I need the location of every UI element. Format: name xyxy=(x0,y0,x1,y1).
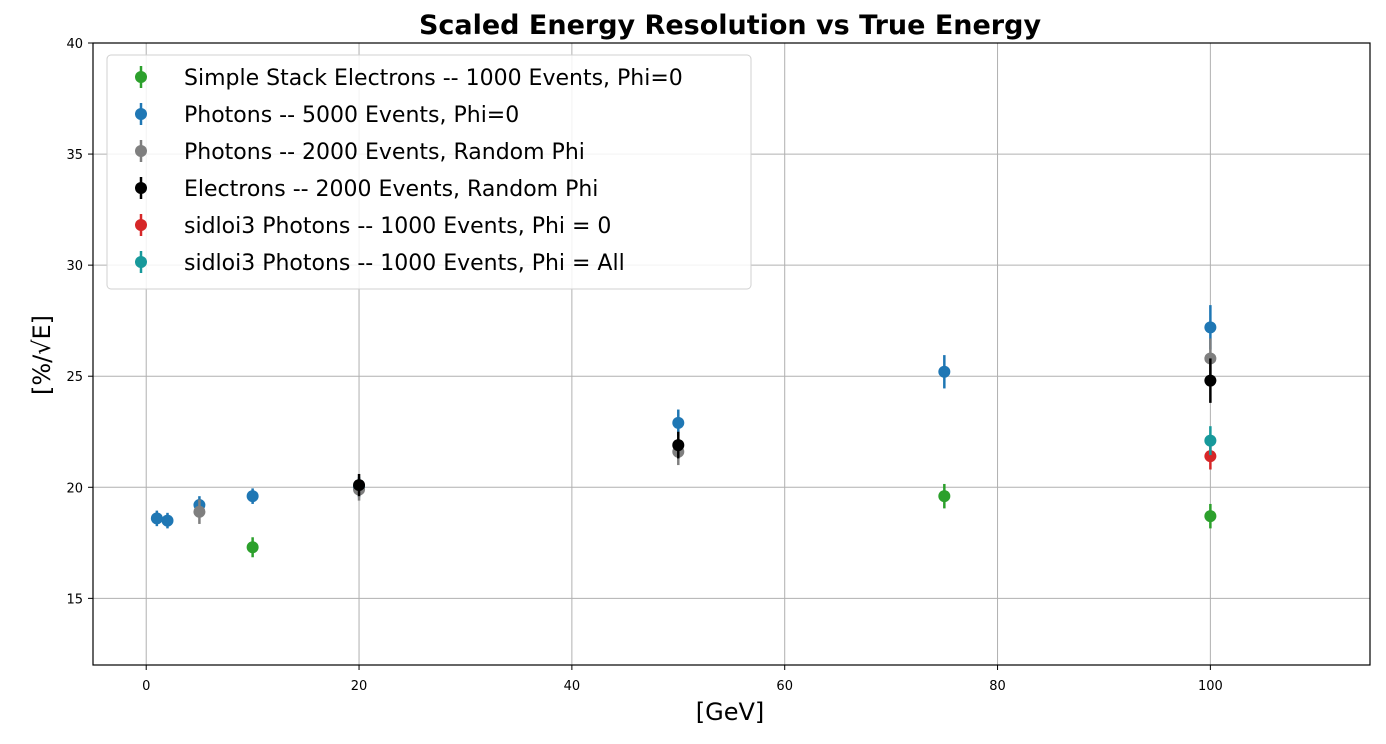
chart-title: Scaled Energy Resolution vs True Energy xyxy=(419,10,1042,41)
data-point xyxy=(938,365,951,378)
x-tick-label: 0 xyxy=(142,679,150,694)
x-tick-label: 100 xyxy=(1198,679,1223,694)
data-point xyxy=(150,512,163,525)
data-point xyxy=(193,505,206,518)
x-tick-label: 60 xyxy=(776,679,793,694)
data-point xyxy=(1204,321,1217,334)
legend-marker xyxy=(135,145,147,157)
data-point xyxy=(1204,450,1217,463)
data-point xyxy=(1204,510,1217,523)
plot-frame xyxy=(92,42,1371,666)
legend-marker xyxy=(135,108,147,120)
legend-marker xyxy=(135,256,147,268)
series-group xyxy=(353,358,1217,497)
y-tick-label: 35 xyxy=(66,148,83,163)
axis-ticks: 0 20 40 60 80 100 15 20 25 30 35 40 xyxy=(66,37,1222,694)
series-group xyxy=(150,305,1217,529)
data-point xyxy=(246,541,259,554)
legend-entry-label: Simple Stack Electrons -- 1000 Events, P… xyxy=(184,66,683,91)
data-point xyxy=(938,490,951,503)
x-tick-label: 20 xyxy=(351,679,368,694)
y-axis-label: [%/√E] xyxy=(28,315,56,395)
series-group xyxy=(193,338,1217,524)
legend-entry-label: Electrons -- 2000 Events, Random Phi xyxy=(184,177,598,202)
y-tick-label: 30 xyxy=(66,259,83,274)
series-group xyxy=(246,483,1217,558)
legend-box xyxy=(106,54,752,290)
data-point xyxy=(672,439,685,452)
x-axis-label: [GeV] xyxy=(696,698,765,726)
data-point xyxy=(1204,434,1217,447)
legend-marker xyxy=(135,182,147,194)
data-point xyxy=(1204,374,1217,387)
series-group xyxy=(1204,426,1217,456)
legend-entry-label: Photons -- 2000 Events, Random Phi xyxy=(184,140,585,165)
data-points xyxy=(150,305,1217,558)
legend-marker xyxy=(135,71,147,83)
data-point xyxy=(161,514,174,527)
x-tick-label: 40 xyxy=(564,679,581,694)
legend: Simple Stack Electrons -- 1000 Events, P… xyxy=(106,54,752,290)
legend-marker xyxy=(135,219,147,231)
data-point xyxy=(246,490,259,503)
data-point xyxy=(672,416,685,429)
x-tick-label: 80 xyxy=(989,679,1006,694)
y-tick-label: 40 xyxy=(66,37,83,52)
legend-entry-label: Photons -- 5000 Events, Phi=0 xyxy=(184,103,519,128)
y-tick-label: 20 xyxy=(66,481,83,496)
y-tick-label: 25 xyxy=(66,370,83,385)
y-tick-label: 15 xyxy=(66,592,83,607)
legend-entry-label: sidloi3 Photons -- 1000 Events, Phi = Al… xyxy=(184,251,625,276)
legend-entry-label: sidloi3 Photons -- 1000 Events, Phi = 0 xyxy=(184,214,611,239)
data-point xyxy=(353,479,366,492)
